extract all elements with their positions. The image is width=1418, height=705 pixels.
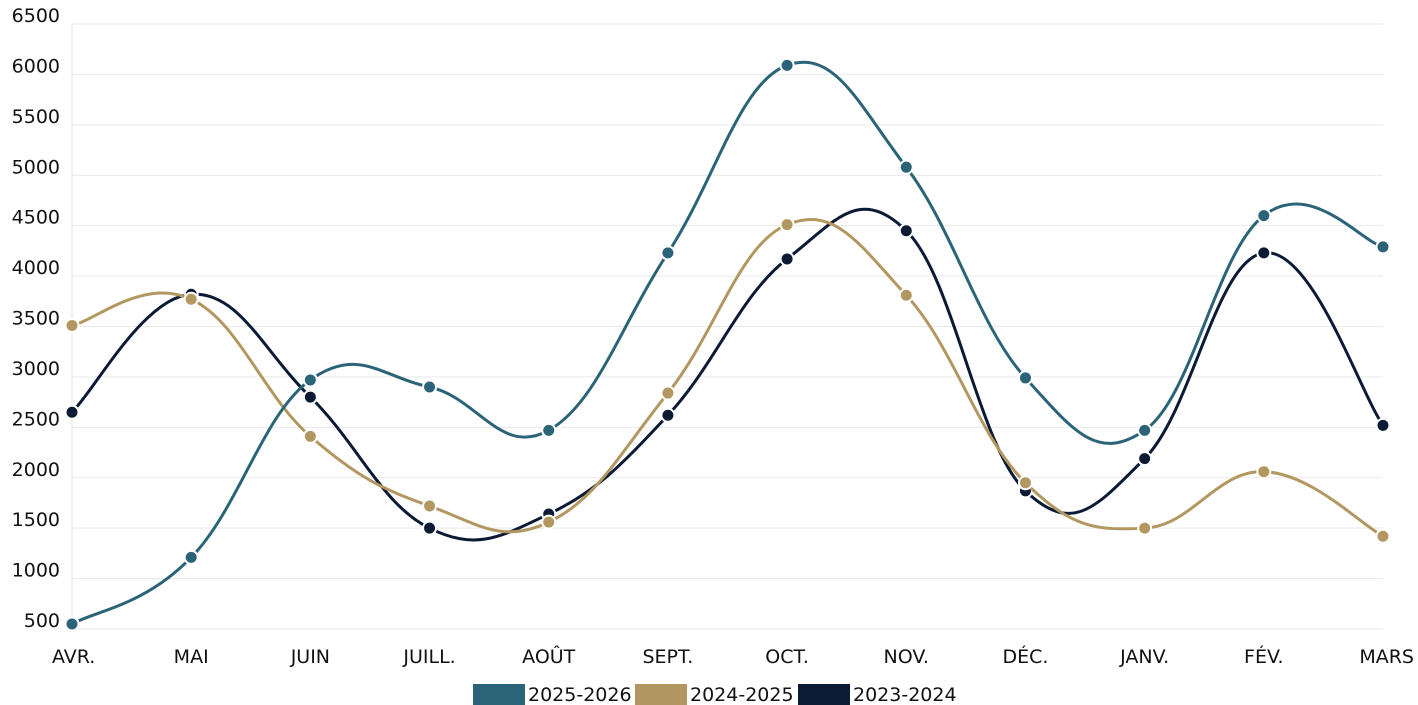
y-tick-label: 1500 <box>12 509 60 531</box>
x-tick-label: NOV. <box>884 646 929 668</box>
legend-swatch <box>473 684 525 705</box>
y-tick-label: 3000 <box>12 358 60 380</box>
series-2025-2026 <box>64 57 1391 632</box>
data-point[interactable] <box>1137 451 1153 467</box>
data-point[interactable] <box>898 159 914 175</box>
series-line <box>70 207 1385 542</box>
legend-swatch <box>635 684 687 705</box>
data-point[interactable] <box>1375 239 1391 255</box>
y-tick-label: 1000 <box>12 560 60 582</box>
y-tick-label: 4000 <box>12 257 60 279</box>
data-point[interactable] <box>1137 520 1153 536</box>
data-point[interactable] <box>1256 464 1272 480</box>
x-tick-label: MARS <box>1359 646 1414 668</box>
x-tick-label: FÉV. <box>1244 645 1284 668</box>
x-tick-label: MAI <box>174 646 209 668</box>
y-tick-label: 6000 <box>12 55 60 77</box>
y-axis: 500 1000 1500 2000 2500 3000 3500 4000 4500 5000 5… <box>12 5 60 632</box>
data-point[interactable] <box>302 372 318 388</box>
data-point[interactable] <box>183 549 199 565</box>
data-point[interactable] <box>422 379 438 395</box>
legend-label: 2024-2025 <box>690 684 794 705</box>
x-tick-label: JUILL. <box>402 646 455 668</box>
data-point[interactable] <box>898 287 914 303</box>
series-2023-2024 <box>64 207 1391 542</box>
grid-lines <box>71 23 1383 630</box>
legend-label: 2025-2026 <box>528 684 632 705</box>
x-axis: AVR. MAI JUIN JUILL. AOÛT SEPT. OCT. NOV. DÉC. JA… <box>52 644 1414 668</box>
data-point[interactable] <box>660 407 676 423</box>
x-tick-label: OCT. <box>765 646 809 668</box>
data-point[interactable] <box>1017 475 1033 491</box>
y-tick-label: 5500 <box>12 106 60 128</box>
legend-label: 2023-2024 <box>853 684 957 705</box>
data-point[interactable] <box>302 428 318 444</box>
data-point[interactable] <box>1375 528 1391 544</box>
series-2024-2025 <box>64 217 1391 544</box>
data-point[interactable] <box>541 422 557 438</box>
series-group <box>64 57 1391 632</box>
data-point[interactable] <box>779 57 795 73</box>
data-point[interactable] <box>64 616 80 632</box>
data-point[interactable] <box>1375 417 1391 433</box>
data-point[interactable] <box>1137 422 1153 438</box>
series-line <box>71 60 1384 626</box>
x-tick-label: SEPT. <box>642 646 693 668</box>
data-point[interactable] <box>64 404 80 420</box>
data-point[interactable] <box>779 251 795 267</box>
data-point[interactable] <box>302 389 318 405</box>
y-tick-label: 5000 <box>12 156 60 178</box>
y-tick-label: 6500 <box>12 5 60 27</box>
data-point[interactable] <box>183 291 199 307</box>
data-point[interactable] <box>1256 208 1272 224</box>
legend-item[interactable]: 2024-2025 <box>635 684 794 705</box>
x-tick-label: AVR. <box>52 646 95 668</box>
legend: 2025-2026 2024-2025 2023-2024 <box>473 684 957 705</box>
legend-swatch <box>798 684 850 705</box>
data-point[interactable] <box>779 217 795 233</box>
x-tick-label: DÉC. <box>1002 645 1048 668</box>
y-tick-label: 2500 <box>12 408 60 430</box>
data-point[interactable] <box>422 520 438 536</box>
data-point[interactable] <box>541 514 557 530</box>
data-point[interactable] <box>660 385 676 401</box>
legend-item[interactable]: 2023-2024 <box>798 684 957 705</box>
x-tick-label: JUIN <box>290 646 330 668</box>
data-point[interactable] <box>422 498 438 514</box>
x-tick-label: JANV. <box>1119 646 1169 668</box>
y-tick-label: 2000 <box>12 459 60 481</box>
y-tick-label: 3500 <box>12 308 60 330</box>
series-line <box>71 218 1384 538</box>
data-point[interactable] <box>64 317 80 333</box>
data-point[interactable] <box>1017 370 1033 386</box>
data-point[interactable] <box>660 245 676 261</box>
y-tick-label: 4500 <box>12 207 60 229</box>
y-tick-label: 500 <box>24 610 60 632</box>
x-tick-label: AOÛT <box>522 644 576 668</box>
legend-item[interactable]: 2025-2026 <box>473 684 632 705</box>
data-point[interactable] <box>1256 245 1272 261</box>
data-point[interactable] <box>898 223 914 239</box>
